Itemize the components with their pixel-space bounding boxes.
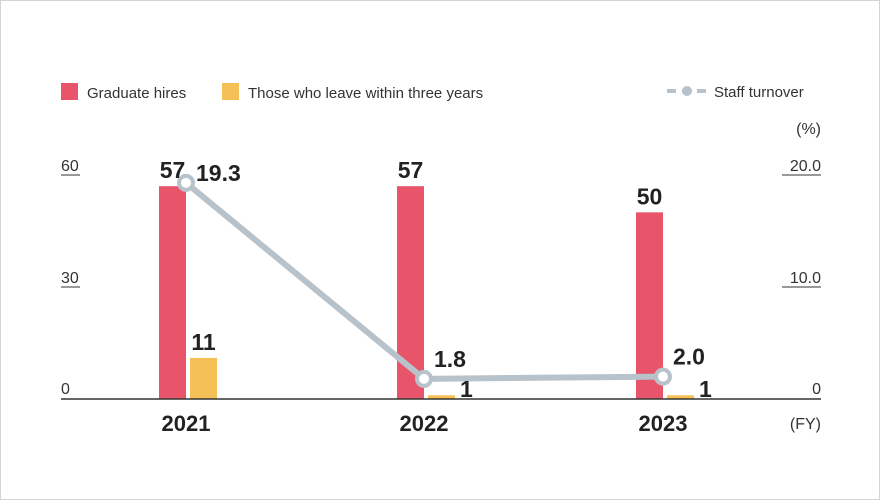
right-axis-unit: (%) xyxy=(796,121,821,138)
category-label-2021: 2021 xyxy=(162,411,211,436)
bar-layer xyxy=(159,186,694,399)
legend-label-turnover: Staff turnover xyxy=(714,84,804,101)
category-label-2023: 2023 xyxy=(639,411,688,436)
legend-swatch-turnover xyxy=(667,86,707,96)
category-label-2022: 2022 xyxy=(400,411,449,436)
value-label-leavers-2022: 1 xyxy=(460,376,473,402)
left-tick-label-60: 60 xyxy=(61,158,79,175)
left-tick-0: 0 xyxy=(61,381,70,398)
bar-graduate-hires-2021 xyxy=(159,186,186,399)
bar-leavers-2021 xyxy=(190,357,217,399)
legend-swatch-leavers xyxy=(222,83,239,100)
right-tick-label-20: 20.0 xyxy=(790,158,821,175)
right-tick-0: 0 xyxy=(812,381,821,398)
turnover-line xyxy=(183,179,666,382)
bar-leavers-2023 xyxy=(667,395,694,399)
value-label-graduate-hires-2023: 50 xyxy=(637,183,663,209)
left-tick-label-30: 30 xyxy=(61,270,79,287)
value-label-graduate-hires-2021: 57 xyxy=(160,157,186,183)
x-axis-unit: (FY) xyxy=(790,416,821,433)
turnover-point-2022 xyxy=(415,369,433,388)
value-label-turnover-2023: 2.0 xyxy=(673,344,705,370)
turnover-point-2023 xyxy=(654,367,672,386)
legend-swatch-hires xyxy=(61,83,78,100)
left-tick-label-0: 0 xyxy=(61,381,70,398)
value-label-leavers-2021: 11 xyxy=(191,329,216,355)
legend-label-hires: Graduate hires xyxy=(87,85,186,102)
left-tick-60: 60 xyxy=(61,158,80,176)
value-label-leavers-2023: 1 xyxy=(699,376,712,402)
value-label-layer: 57 11 57 1 50 1 19.3 1.8 2.0 xyxy=(160,157,712,402)
value-label-turnover-2021: 19.3 xyxy=(196,160,241,186)
right-tick-20: 20.0 xyxy=(782,158,821,176)
right-tick-label-10: 10.0 xyxy=(790,270,821,287)
right-tick-10: 10.0 xyxy=(782,270,821,288)
legend-label-leavers: Those who leave within three years xyxy=(248,85,483,102)
category-label-layer: 2021 2022 2023 xyxy=(162,411,688,436)
bar-leavers-2022 xyxy=(428,395,455,399)
right-tick-label-0: 0 xyxy=(812,381,821,398)
value-label-graduate-hires-2022: 57 xyxy=(398,157,424,183)
left-tick-30: 30 xyxy=(61,270,80,288)
value-label-turnover-2022: 1.8 xyxy=(434,346,466,372)
bar-graduate-hires-2023 xyxy=(636,212,663,399)
turnover-point-2021 xyxy=(177,173,195,192)
turnover-line-layer xyxy=(177,173,672,388)
